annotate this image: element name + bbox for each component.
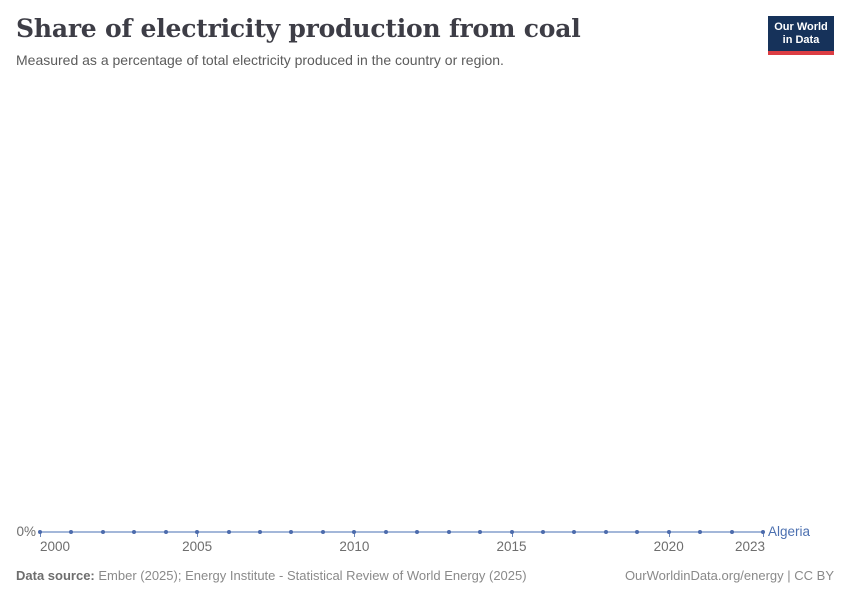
data-point-2019[interactable] — [635, 530, 640, 534]
data-point-2011[interactable] — [383, 530, 388, 534]
x-axis-tick-mark — [512, 533, 513, 537]
x-axis-label-2005: 2005 — [182, 539, 213, 554]
data-point-2006[interactable] — [226, 530, 231, 534]
data-point-2016[interactable] — [540, 530, 545, 534]
data-point-2004[interactable] — [163, 530, 168, 534]
data-point-2012[interactable] — [415, 530, 420, 534]
data-point-2002[interactable] — [100, 530, 105, 534]
data-point-2001[interactable] — [69, 530, 74, 534]
x-axis-label-2000: 2000 — [40, 539, 71, 554]
x-axis-tick-mark — [40, 533, 41, 537]
chart-title: Share of electricity production from coa… — [16, 14, 581, 43]
data-point-2015[interactable] — [509, 530, 514, 534]
x-axis-tick-mark — [197, 533, 198, 537]
data-point-2022[interactable] — [729, 530, 734, 534]
data-point-2007[interactable] — [258, 530, 263, 534]
data-source-text: Data source: Ember (2025); Energy Instit… — [16, 568, 527, 583]
x-axis-label-2023: 2023 — [734, 539, 765, 554]
data-source-value: Ember (2025); Energy Institute - Statist… — [94, 568, 527, 583]
chart-header: Share of electricity production from coa… — [16, 14, 740, 69]
owid-logo-text-line1: Our World — [774, 21, 828, 33]
data-point-2018[interactable] — [603, 530, 608, 534]
data-point-2008[interactable] — [289, 530, 294, 534]
data-point-2003[interactable] — [132, 530, 137, 534]
data-point-2020[interactable] — [666, 530, 671, 534]
owid-logo: Our World in Data — [768, 16, 834, 55]
data-point-2000[interactable] — [38, 530, 42, 534]
series-line — [40, 531, 763, 533]
data-point-2010[interactable] — [352, 530, 357, 534]
data-point-2014[interactable] — [478, 530, 483, 534]
data-point-2021[interactable] — [698, 530, 703, 534]
y-axis-zero-label: 0% — [16, 524, 36, 539]
data-source-label: Data source: — [16, 568, 95, 583]
chart-subtitle: Measured as a percentage of total electr… — [16, 52, 504, 68]
series-entity-label[interactable]: Algeria — [768, 524, 811, 539]
data-point-2017[interactable] — [572, 530, 577, 534]
owid-logo-text-line2: in Data — [782, 34, 820, 46]
data-point-2009[interactable] — [320, 530, 325, 534]
chart-footer: Data source: Ember (2025); Energy Instit… — [16, 568, 834, 583]
data-point-2005[interactable] — [195, 530, 200, 534]
x-axis-label-2010: 2010 — [339, 539, 370, 554]
x-axis-tick-mark — [354, 533, 355, 537]
footer-link-license[interactable]: OurWorldinData.org/energy | CC BY — [624, 568, 834, 583]
x-axis-tick-mark — [763, 533, 764, 537]
x-axis-label-2015: 2015 — [496, 539, 527, 554]
data-point-2023[interactable] — [761, 530, 765, 534]
x-axis-label-2020: 2020 — [653, 539, 684, 554]
data-point-2013[interactable] — [446, 530, 451, 534]
x-axis-tick-mark — [669, 533, 670, 537]
